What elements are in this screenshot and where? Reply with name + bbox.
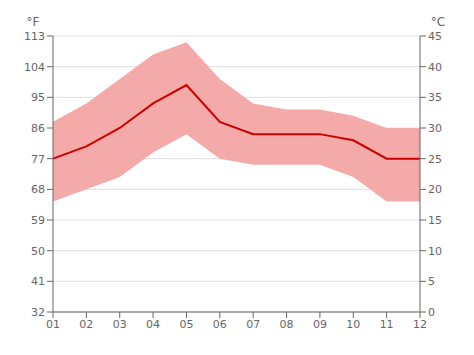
- svg-text:59: 59: [31, 214, 45, 227]
- svg-text:05: 05: [179, 318, 193, 331]
- svg-text:86: 86: [31, 122, 45, 135]
- svg-text:°C: °C: [431, 15, 445, 29]
- svg-text:40: 40: [428, 61, 442, 74]
- svg-text:32: 32: [31, 306, 45, 319]
- svg-text:10: 10: [346, 318, 360, 331]
- svg-text:08: 08: [280, 318, 294, 331]
- svg-text:35: 35: [428, 91, 442, 104]
- svg-text:45: 45: [428, 30, 442, 43]
- svg-text:02: 02: [79, 318, 93, 331]
- svg-text:01: 01: [46, 318, 60, 331]
- svg-text:06: 06: [213, 318, 227, 331]
- svg-text:°F: °F: [27, 15, 40, 29]
- svg-text:0: 0: [428, 306, 435, 319]
- svg-text:104: 104: [24, 61, 45, 74]
- svg-text:10: 10: [428, 245, 442, 258]
- svg-text:07: 07: [246, 318, 260, 331]
- svg-text:20: 20: [428, 183, 442, 196]
- svg-text:11: 11: [380, 318, 394, 331]
- svg-text:77: 77: [31, 153, 45, 166]
- svg-text:41: 41: [31, 275, 45, 288]
- svg-text:5: 5: [428, 275, 435, 288]
- svg-text:50: 50: [31, 245, 45, 258]
- svg-text:25: 25: [428, 153, 442, 166]
- svg-text:30: 30: [428, 122, 442, 135]
- svg-text:03: 03: [113, 318, 127, 331]
- svg-text:68: 68: [31, 183, 45, 196]
- svg-text:113: 113: [24, 30, 45, 43]
- svg-text:12: 12: [413, 318, 427, 331]
- svg-text:95: 95: [31, 91, 45, 104]
- svg-text:15: 15: [428, 214, 442, 227]
- svg-text:04: 04: [146, 318, 160, 331]
- svg-text:09: 09: [313, 318, 327, 331]
